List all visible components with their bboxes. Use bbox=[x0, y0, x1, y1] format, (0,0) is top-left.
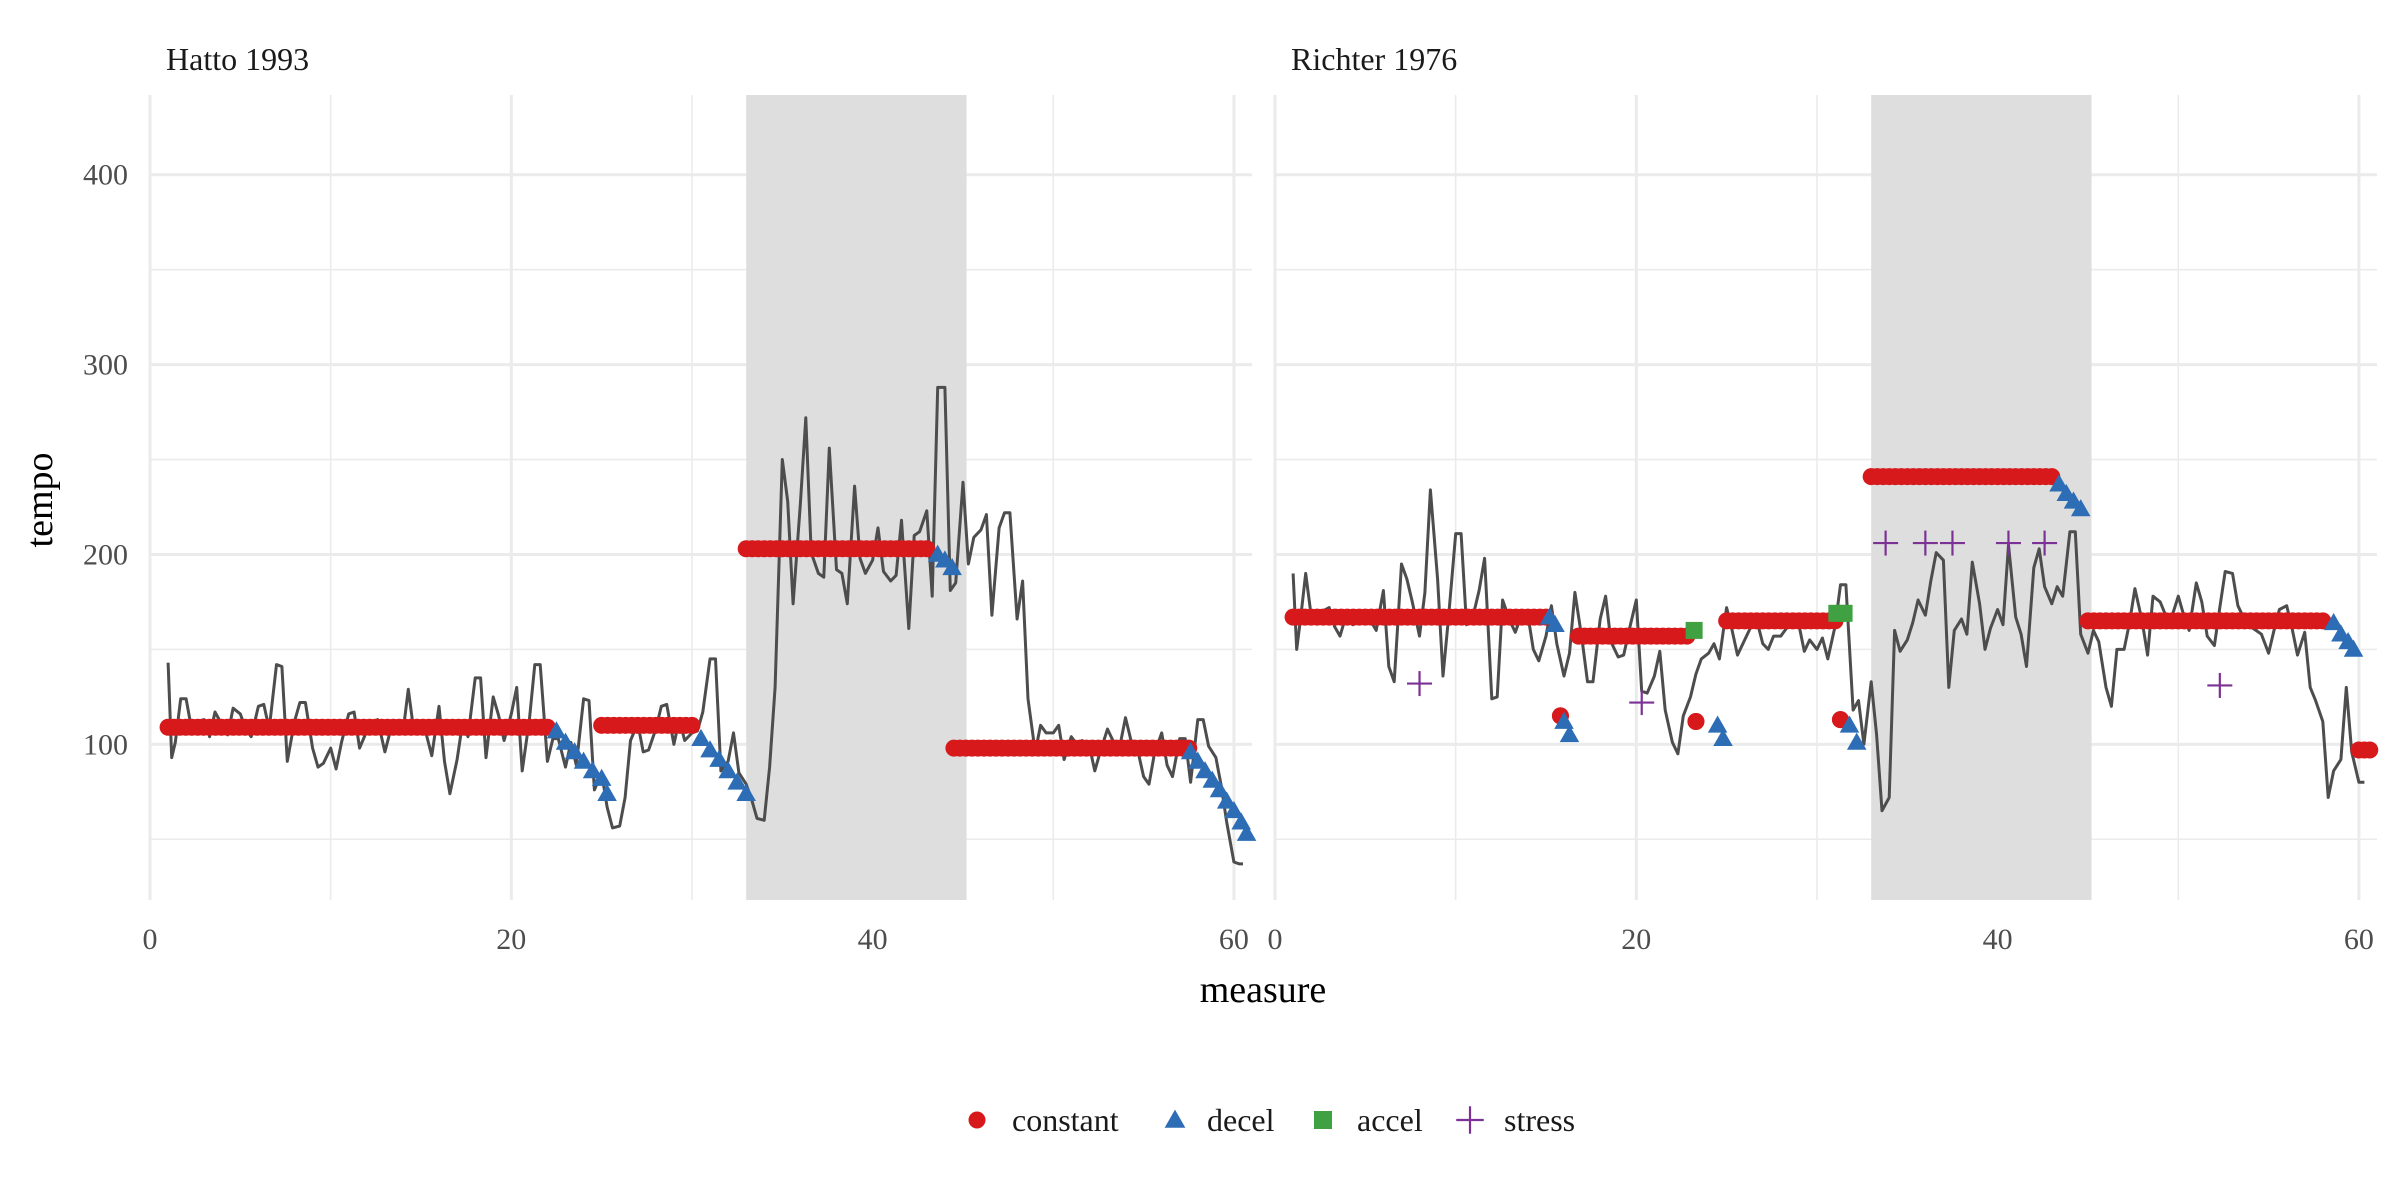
panel-title: Richter 1976 bbox=[1291, 41, 1457, 77]
legend-stress-label: stress bbox=[1504, 1102, 1575, 1138]
legend-item-stress: stress bbox=[1456, 1102, 1575, 1138]
decel-point bbox=[1216, 791, 1237, 809]
decel-point bbox=[597, 783, 617, 802]
decel-point bbox=[2343, 639, 2364, 657]
legend-accel-label: accel bbox=[1357, 1102, 1423, 1138]
y-tick-label: 100 bbox=[83, 728, 128, 761]
decel-point bbox=[727, 772, 747, 790]
legend-accel-key bbox=[1314, 1111, 1332, 1129]
legend: constant decel accel stress bbox=[968, 1102, 1575, 1138]
decel-point bbox=[736, 783, 756, 802]
constant-point bbox=[1831, 711, 1849, 729]
decel-point bbox=[1554, 711, 1574, 729]
x-tick-label: 20 bbox=[496, 923, 526, 956]
stress-point bbox=[2207, 672, 2233, 698]
decel-point bbox=[2323, 613, 2344, 631]
decel-point bbox=[2070, 499, 2091, 517]
tempo-line bbox=[1291, 488, 2365, 813]
stress-point bbox=[1939, 530, 1965, 556]
legend-item-decel: decel bbox=[1164, 1102, 1275, 1138]
stress-point bbox=[1912, 530, 1938, 556]
x-tick-label: 40 bbox=[858, 923, 888, 956]
decel-point bbox=[546, 721, 567, 739]
constant-point bbox=[918, 540, 936, 558]
decel-point bbox=[691, 728, 711, 746]
decel-point bbox=[1839, 715, 1860, 733]
stress-point bbox=[1407, 671, 1433, 697]
y-tick-label: 300 bbox=[83, 349, 128, 382]
decel-point bbox=[942, 557, 962, 576]
legend-item-accel: accel bbox=[1314, 1102, 1423, 1138]
stress-point bbox=[1995, 530, 2021, 556]
y-tick-label: 200 bbox=[83, 538, 128, 571]
y-tick-label: 400 bbox=[83, 159, 128, 192]
legend-item-constant: constant bbox=[968, 1102, 1119, 1138]
decel-point bbox=[1202, 770, 1223, 788]
legend-constant-label: constant bbox=[1012, 1102, 1119, 1138]
stress-point bbox=[1629, 690, 1655, 716]
x-tick-label: 60 bbox=[1219, 923, 1249, 956]
decel-point bbox=[1224, 800, 1244, 819]
x-tick-label: 60 bbox=[2344, 923, 2374, 956]
x-tick-label: 0 bbox=[143, 923, 158, 956]
decel-point bbox=[1209, 780, 1230, 798]
legend-decel-label: decel bbox=[1207, 1102, 1275, 1138]
decel-point bbox=[2049, 474, 2069, 492]
legend-decel-key bbox=[1164, 1109, 1186, 1128]
panel-2: Richter 1976 0 20 40 60 bbox=[1268, 41, 2379, 956]
decel-point bbox=[1559, 725, 1580, 743]
shaded-region bbox=[1871, 95, 2092, 900]
constant-point bbox=[2361, 741, 2379, 759]
y-axis-title: tempo bbox=[19, 453, 61, 548]
x-tick-label: 0 bbox=[1268, 923, 1283, 956]
decel-point bbox=[1180, 742, 1201, 760]
legend-stress-key bbox=[1456, 1106, 1484, 1134]
decel-point bbox=[1707, 715, 1728, 733]
x-axis-title: measure bbox=[1200, 969, 1327, 1011]
decel-point bbox=[1236, 823, 1257, 841]
decel-point bbox=[564, 742, 585, 760]
decel-point bbox=[1195, 761, 1215, 779]
decel-point bbox=[555, 732, 576, 750]
tempo-line bbox=[166, 385, 1243, 866]
decel-point bbox=[591, 768, 612, 786]
decel-point bbox=[1713, 728, 1733, 746]
decel-point bbox=[718, 761, 738, 779]
stress-point bbox=[1873, 530, 1899, 556]
decel-point bbox=[1545, 614, 1565, 633]
x-tick-label: 20 bbox=[1621, 923, 1651, 956]
accel-point bbox=[1835, 604, 1853, 622]
decel-point bbox=[582, 761, 603, 779]
decel-point bbox=[1846, 732, 1867, 750]
decel-point bbox=[573, 751, 594, 769]
decel-point bbox=[709, 749, 729, 767]
constant-point bbox=[683, 716, 701, 734]
accel-point bbox=[1685, 621, 1703, 639]
decel-point bbox=[1188, 751, 1208, 769]
decel-point bbox=[700, 740, 720, 758]
legend-constant-key bbox=[968, 1111, 986, 1129]
stress-point bbox=[2032, 530, 2058, 556]
x-tick-label: 40 bbox=[1983, 923, 2013, 956]
constant-point bbox=[1687, 713, 1705, 731]
panel-1: Hatto 1993 0 20 40 60 100 200 300 400 bbox=[83, 41, 1257, 956]
panel-title: Hatto 1993 bbox=[166, 41, 309, 77]
